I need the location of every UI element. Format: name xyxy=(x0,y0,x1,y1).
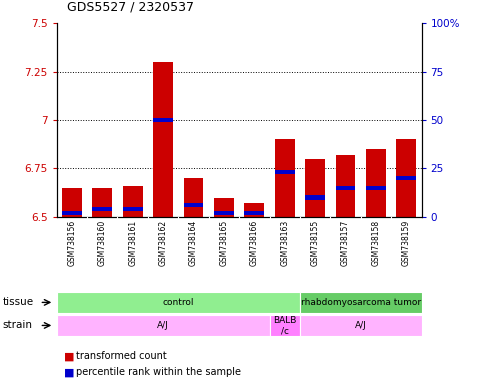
Bar xyxy=(270,315,300,336)
Bar xyxy=(92,207,112,211)
Text: GSM738157: GSM738157 xyxy=(341,220,350,266)
Bar xyxy=(92,188,112,217)
Bar xyxy=(214,198,234,217)
Bar xyxy=(305,195,325,200)
Bar xyxy=(153,62,173,217)
Text: A/J: A/J xyxy=(355,321,367,330)
Bar xyxy=(62,211,82,215)
Bar xyxy=(183,178,204,217)
Bar xyxy=(396,139,416,217)
Bar xyxy=(300,315,422,336)
Text: GSM738156: GSM738156 xyxy=(68,220,76,266)
Bar xyxy=(366,149,386,217)
Bar xyxy=(214,211,234,215)
Bar xyxy=(153,118,173,122)
Bar xyxy=(57,315,270,336)
Bar xyxy=(245,204,264,217)
Text: GSM738155: GSM738155 xyxy=(311,220,319,266)
Text: GSM738160: GSM738160 xyxy=(98,220,107,266)
Bar xyxy=(123,207,142,211)
Text: GSM738163: GSM738163 xyxy=(280,220,289,266)
Bar xyxy=(366,186,386,190)
Bar xyxy=(62,188,82,217)
Bar xyxy=(336,186,355,190)
Text: percentile rank within the sample: percentile rank within the sample xyxy=(76,367,242,377)
Text: GSM738159: GSM738159 xyxy=(402,220,411,266)
Text: rhabdomyosarcoma tumor: rhabdomyosarcoma tumor xyxy=(301,298,421,307)
Text: A/J: A/J xyxy=(157,321,169,330)
Text: tissue: tissue xyxy=(2,297,34,308)
Bar xyxy=(123,186,142,217)
Text: ■: ■ xyxy=(64,367,74,377)
Text: ■: ■ xyxy=(64,351,74,361)
Bar xyxy=(57,292,300,313)
Text: GSM738161: GSM738161 xyxy=(128,220,137,266)
Text: BALB
/c: BALB /c xyxy=(273,316,296,335)
Bar xyxy=(396,176,416,180)
Bar xyxy=(275,139,295,217)
Text: control: control xyxy=(163,298,194,307)
Bar xyxy=(300,292,422,313)
Bar xyxy=(275,170,295,174)
Text: strain: strain xyxy=(2,320,33,331)
Bar xyxy=(305,159,325,217)
Text: GSM738158: GSM738158 xyxy=(371,220,381,266)
Text: GSM738164: GSM738164 xyxy=(189,220,198,266)
Text: transformed count: transformed count xyxy=(76,351,167,361)
Text: GSM738165: GSM738165 xyxy=(219,220,228,266)
Text: GDS5527 / 2320537: GDS5527 / 2320537 xyxy=(67,0,194,13)
Bar xyxy=(245,211,264,215)
Text: GSM738162: GSM738162 xyxy=(159,220,168,266)
Bar xyxy=(336,155,355,217)
Text: GSM738166: GSM738166 xyxy=(250,220,259,266)
Bar xyxy=(183,203,204,207)
